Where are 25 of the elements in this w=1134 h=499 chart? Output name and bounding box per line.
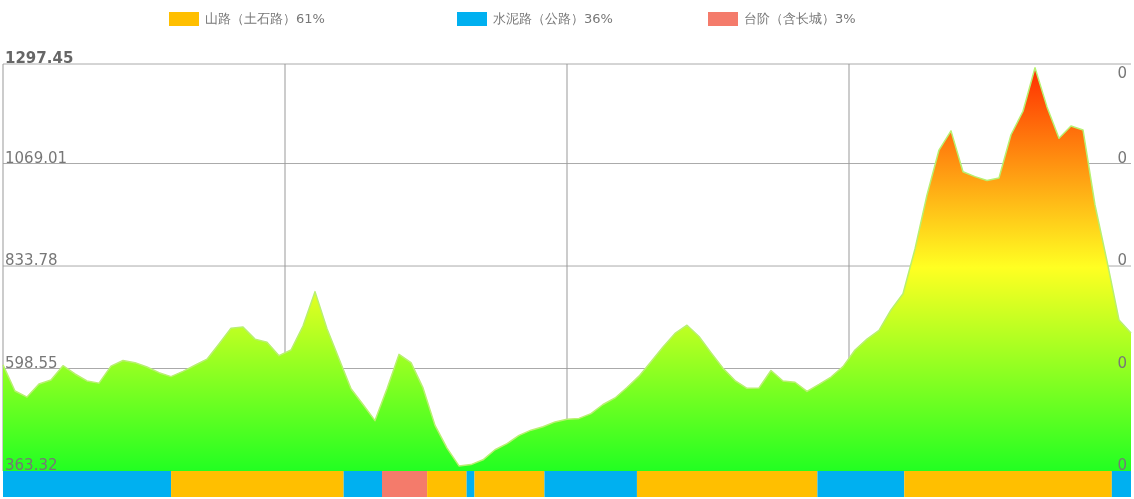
bar xyxy=(636,471,818,497)
y-tick-label: 1297.45 xyxy=(5,49,74,67)
annotation: 0 xyxy=(1117,251,1127,270)
bar xyxy=(466,471,475,497)
y-tick-label: 833.78 xyxy=(5,251,58,270)
y-tick-label: 598.55 xyxy=(5,353,58,372)
bar xyxy=(427,471,467,497)
bar xyxy=(3,471,172,497)
legend-label: 台阶（含长城）3% xyxy=(744,11,856,26)
bar xyxy=(382,471,428,497)
bar xyxy=(343,471,383,497)
legend-label: 山路（土石路）61% xyxy=(205,11,325,26)
bar xyxy=(817,471,905,497)
bar xyxy=(1111,471,1131,497)
annotation: 0 xyxy=(1117,148,1127,167)
bar xyxy=(171,471,344,497)
annotation: 0 xyxy=(1117,456,1127,474)
bar xyxy=(544,471,637,497)
y-tick-label: 1069.01 xyxy=(5,148,68,167)
bar xyxy=(904,471,1112,497)
annotation: 0 xyxy=(1117,353,1127,372)
bar xyxy=(474,471,545,497)
annotation: 0 xyxy=(1117,64,1127,82)
y-tick-label: 363.32 xyxy=(5,456,58,474)
legend-label: 水泥路（公路）36% xyxy=(493,11,613,26)
